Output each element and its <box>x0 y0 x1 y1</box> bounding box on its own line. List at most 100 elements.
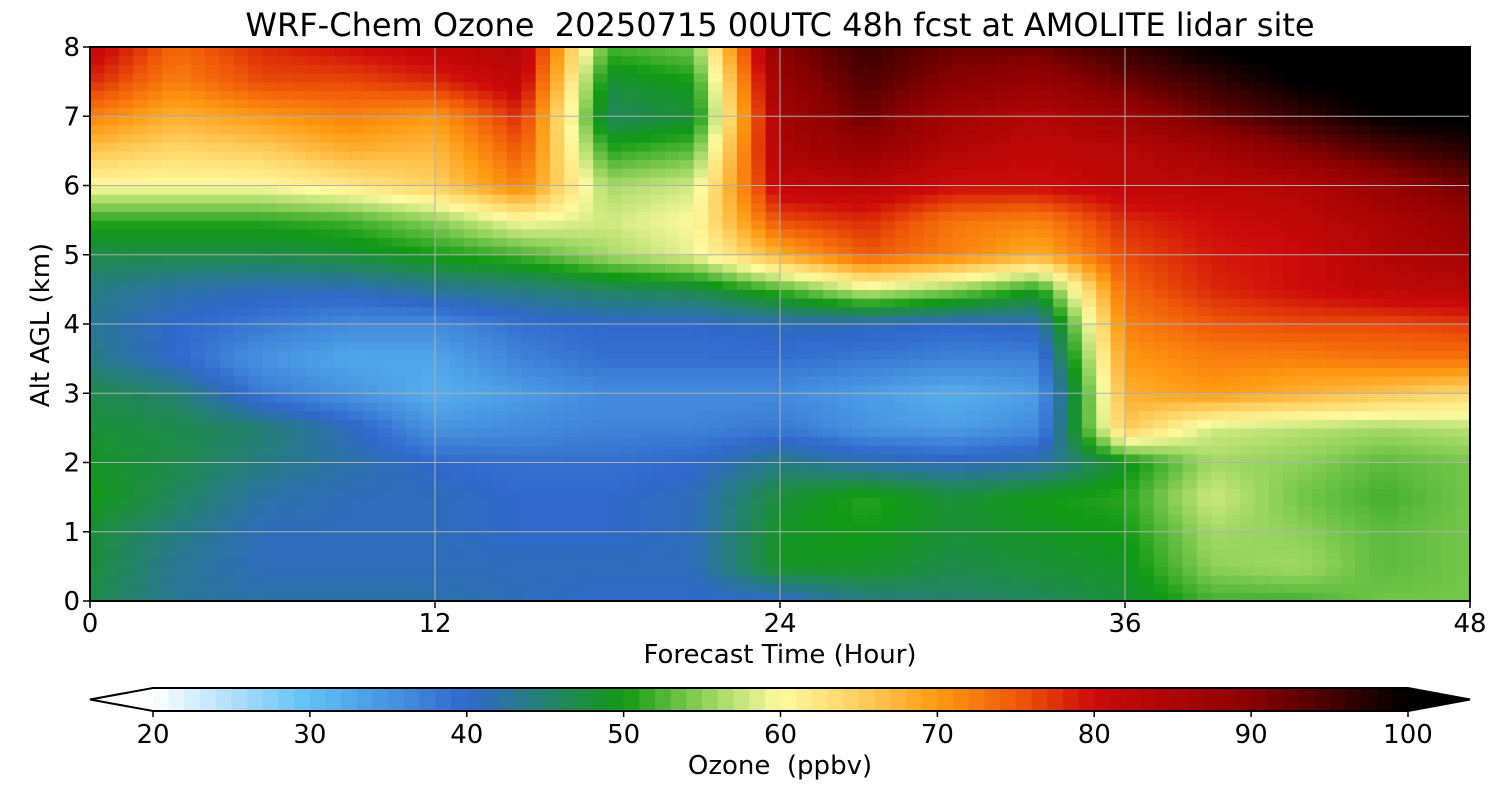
heatmap-cell <box>463 280 479 290</box>
heatmap-cell <box>952 237 968 247</box>
heatmap-cell <box>708 298 724 308</box>
heatmap-cell <box>1110 341 1126 351</box>
heatmap-cell <box>621 540 637 550</box>
heatmap-cell <box>1254 367 1270 377</box>
heatmap-cell <box>535 531 551 542</box>
heatmap-cell <box>679 410 695 420</box>
heatmap-cell <box>463 349 479 360</box>
heatmap-cell <box>478 549 494 559</box>
heatmap-cell <box>1211 289 1227 299</box>
heatmap-cell <box>736 306 752 316</box>
heatmap-cell <box>952 315 968 325</box>
heatmap-cell <box>1053 375 1069 386</box>
heatmap-cell <box>693 514 709 524</box>
heatmap-cell <box>1240 479 1255 490</box>
heatmap-cell <box>420 488 436 498</box>
heatmap-cell <box>621 375 637 386</box>
heatmap-cell <box>693 505 709 516</box>
heatmap-cell <box>866 254 882 265</box>
heatmap-cell <box>248 272 264 282</box>
heatmap-cell <box>248 401 264 412</box>
heatmap-cell <box>578 557 594 567</box>
heatmap-cell <box>1455 246 1469 256</box>
heatmap-cell <box>1254 540 1270 550</box>
heatmap-cell <box>1441 315 1457 325</box>
heatmap-cell <box>981 272 997 282</box>
heatmap-cell <box>593 436 609 446</box>
heatmap-cell <box>219 410 235 420</box>
heatmap-cell <box>923 280 939 290</box>
heatmap-cell <box>1081 194 1097 204</box>
heatmap-cell <box>851 185 867 195</box>
heatmap-cell <box>1211 202 1227 213</box>
heatmap-cell <box>1196 228 1212 239</box>
heatmap-cell <box>564 592 580 600</box>
heatmap-cell <box>981 185 997 195</box>
heatmap-cell <box>679 159 695 169</box>
heatmap-cell <box>248 575 264 585</box>
heatmap-cell <box>262 445 278 455</box>
heatmap-cell <box>535 272 551 282</box>
heatmap-cell <box>478 462 494 472</box>
heatmap-cell <box>478 159 494 169</box>
heatmap-cell <box>550 315 565 325</box>
heatmap-cell <box>1038 228 1054 239</box>
heatmap-cell <box>550 384 565 394</box>
heatmap-cell <box>1182 341 1198 351</box>
heatmap-cell <box>104 436 120 446</box>
heatmap-cell <box>1455 505 1469 516</box>
heatmap-cell <box>248 263 264 273</box>
heatmap-cell <box>851 453 867 464</box>
heatmap-cell <box>1311 479 1327 490</box>
heatmap-cell <box>147 168 163 178</box>
heatmap-cell <box>578 410 594 420</box>
heatmap-cell <box>794 254 810 265</box>
heatmap-cell <box>837 159 853 169</box>
heatmap-cell <box>1441 514 1457 524</box>
heatmap-cell <box>636 159 652 169</box>
heatmap-cell <box>291 531 307 542</box>
heatmap-cell <box>736 523 752 533</box>
heatmap-cell <box>248 540 264 550</box>
heatmap-cell <box>851 315 867 325</box>
heatmap-cell <box>463 315 479 325</box>
heatmap-cell <box>765 566 781 576</box>
heatmap-cell <box>693 349 709 360</box>
heatmap-cell <box>880 185 896 195</box>
heatmap-cell <box>118 202 134 213</box>
heatmap-cell <box>866 592 882 600</box>
heatmap-cell <box>1125 575 1140 585</box>
heatmap-cell <box>621 583 637 593</box>
heatmap-cell <box>305 306 321 316</box>
heatmap-cell <box>435 211 450 221</box>
heatmap-cell <box>535 341 551 351</box>
heatmap-cell <box>1311 237 1327 247</box>
heatmap-cell <box>909 384 925 394</box>
heatmap-cell <box>1196 220 1212 230</box>
heatmap-cell <box>794 436 810 446</box>
heatmap-cell <box>348 367 364 377</box>
heatmap-cell <box>1153 549 1169 559</box>
heatmap-cell <box>1355 523 1370 533</box>
heatmap-cell <box>995 592 1011 600</box>
heatmap-cell <box>391 220 407 230</box>
heatmap-cell <box>1053 384 1069 394</box>
heatmap-cell <box>176 358 192 368</box>
heatmap-cell <box>521 246 537 256</box>
heatmap-cell <box>995 375 1011 386</box>
heatmap-cell <box>1139 488 1155 498</box>
heatmap-cell <box>161 540 177 550</box>
heatmap-cell <box>276 168 292 178</box>
heatmap-cell <box>837 566 853 576</box>
heatmap-cell <box>909 228 925 239</box>
heatmap-cell <box>147 211 163 221</box>
heatmap-cell <box>406 479 422 490</box>
heatmap-cell <box>1398 358 1414 368</box>
heatmap-cell <box>1153 306 1169 316</box>
heatmap-cell <box>765 289 781 299</box>
heatmap-cell <box>923 349 939 360</box>
heatmap-cell <box>923 419 939 429</box>
heatmap-cell <box>147 315 163 325</box>
heatmap-cell <box>966 211 982 221</box>
heatmap-cell <box>91 575 105 585</box>
